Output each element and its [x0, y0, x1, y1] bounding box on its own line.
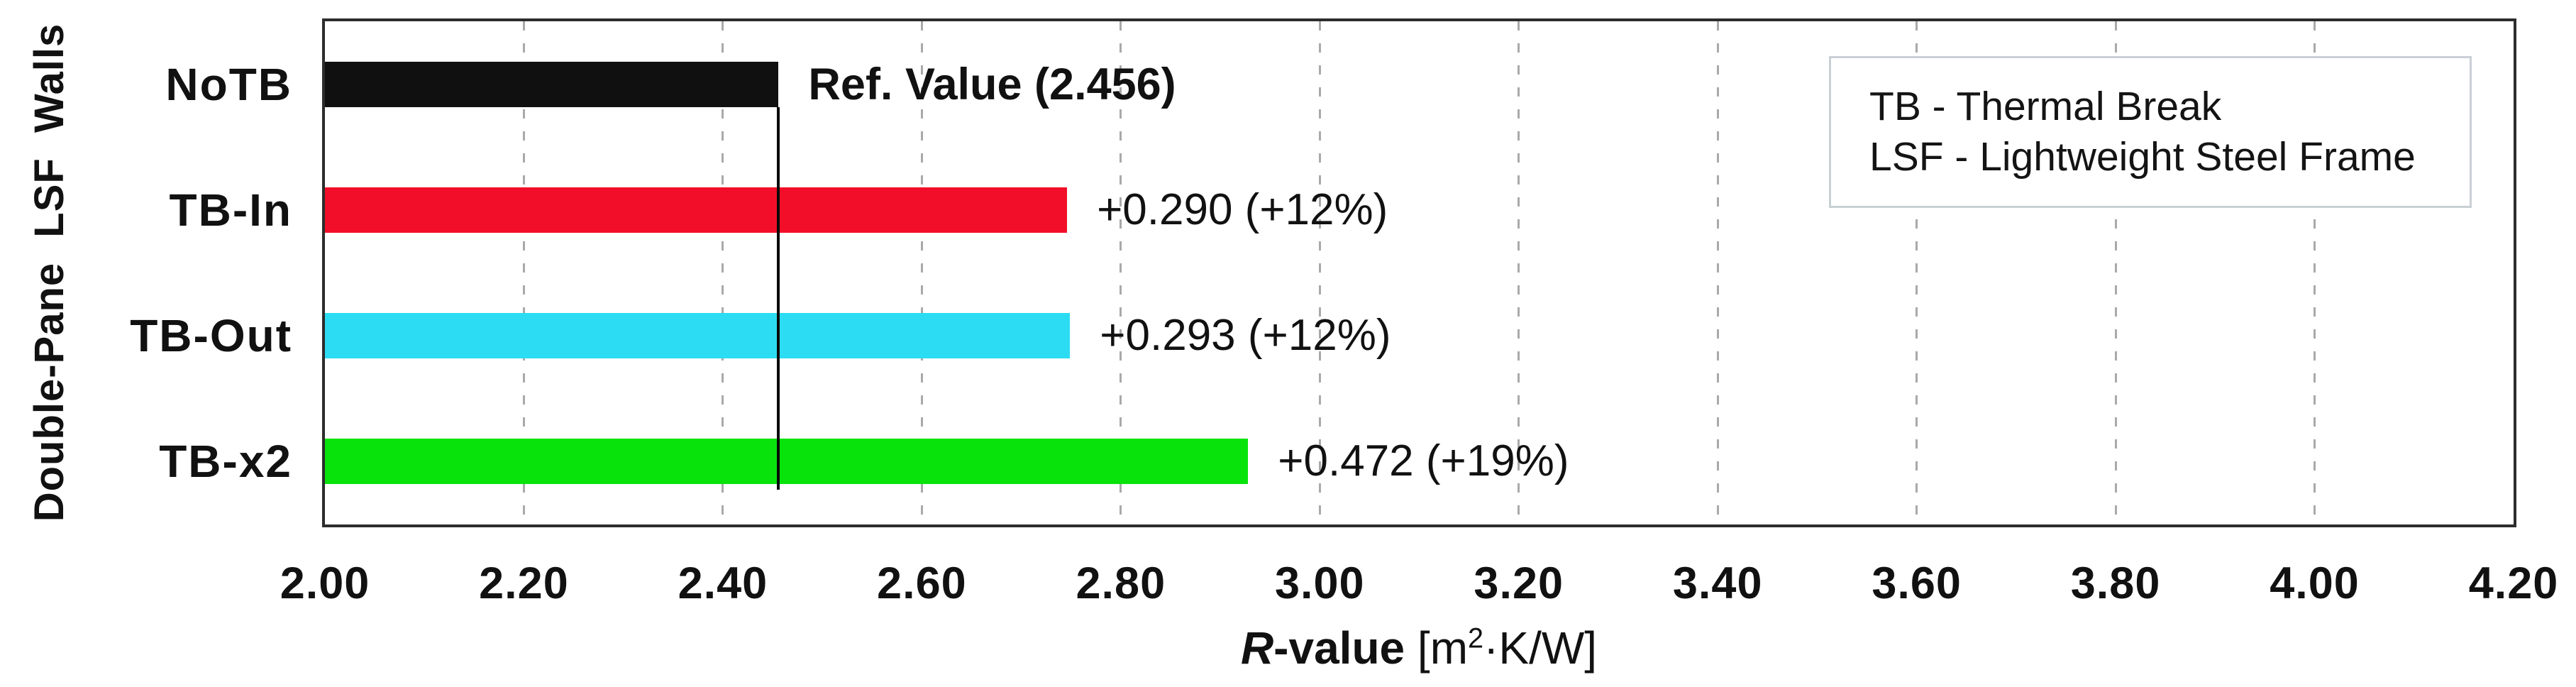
gridline — [1120, 21, 1122, 524]
category-label-tb-x2: TB-x2 — [159, 436, 292, 488]
gridline — [2314, 21, 2316, 524]
bar-label-tb-x2: +0.472 (+19%) — [1278, 436, 1569, 486]
gridline — [722, 21, 724, 524]
x-tick-3.20: 3.20 — [1474, 559, 1564, 608]
x-axis-title-units-post: ·K/W] — [1483, 622, 1598, 674]
bar-label-tb-in: +0.290 (+12%) — [1097, 185, 1388, 234]
x-tick-2.60: 2.60 — [877, 559, 967, 608]
bar-tb-out — [325, 313, 1071, 359]
x-tick-3.80: 3.80 — [2070, 559, 2161, 608]
legend-line-lsf: LSF - Lightweight Steel Frame — [1869, 134, 2416, 180]
x-tick-4.00: 4.00 — [2270, 559, 2360, 608]
x-axis-title: R-value [m2·K/W] — [1029, 619, 1809, 677]
x-tick-2.00: 2.00 — [280, 559, 370, 608]
legend: TB - Thermal Break LSF - Lightweight Ste… — [1829, 56, 2472, 208]
gridline — [1518, 21, 1520, 524]
gridline — [920, 21, 923, 524]
gridline — [522, 21, 525, 524]
x-axis-title-units-pre: [m — [1405, 622, 1468, 674]
gridline — [2114, 21, 2117, 524]
x-axis-title-value: -value — [1273, 622, 1405, 674]
x-axis-title-superscript: 2 — [1468, 622, 1484, 654]
gridline — [1318, 21, 1321, 524]
bar-tb-in — [325, 187, 1068, 233]
x-tick-2.80: 2.80 — [1076, 559, 1166, 608]
bar-notb — [325, 61, 779, 107]
x-tick-3.40: 3.40 — [1672, 559, 1763, 608]
category-label-tb-out: TB-Out — [130, 310, 292, 362]
plot-area — [325, 21, 2514, 524]
legend-line-tb: TB - Thermal Break — [1869, 84, 2222, 129]
bar-label-tb-out: +0.293 (+12%) — [1100, 311, 1391, 361]
x-tick-3.60: 3.60 — [1872, 559, 1962, 608]
x-tick-3.00: 3.00 — [1274, 559, 1365, 608]
gridline — [1916, 21, 1918, 524]
x-tick-2.20: 2.20 — [479, 559, 569, 608]
bar-label-notb: Ref. Value (2.456) — [808, 59, 1176, 109]
x-tick-2.40: 2.40 — [678, 559, 768, 608]
x-tick-4.20: 4.20 — [2468, 559, 2559, 608]
reference-line — [777, 106, 780, 490]
gridline — [1716, 21, 1719, 524]
bar-tb-x2 — [325, 439, 1249, 485]
category-label-notb: NoTB — [165, 58, 292, 110]
category-label-tb-in: TB-In — [169, 184, 292, 236]
x-axis-title-r: R — [1240, 622, 1274, 674]
